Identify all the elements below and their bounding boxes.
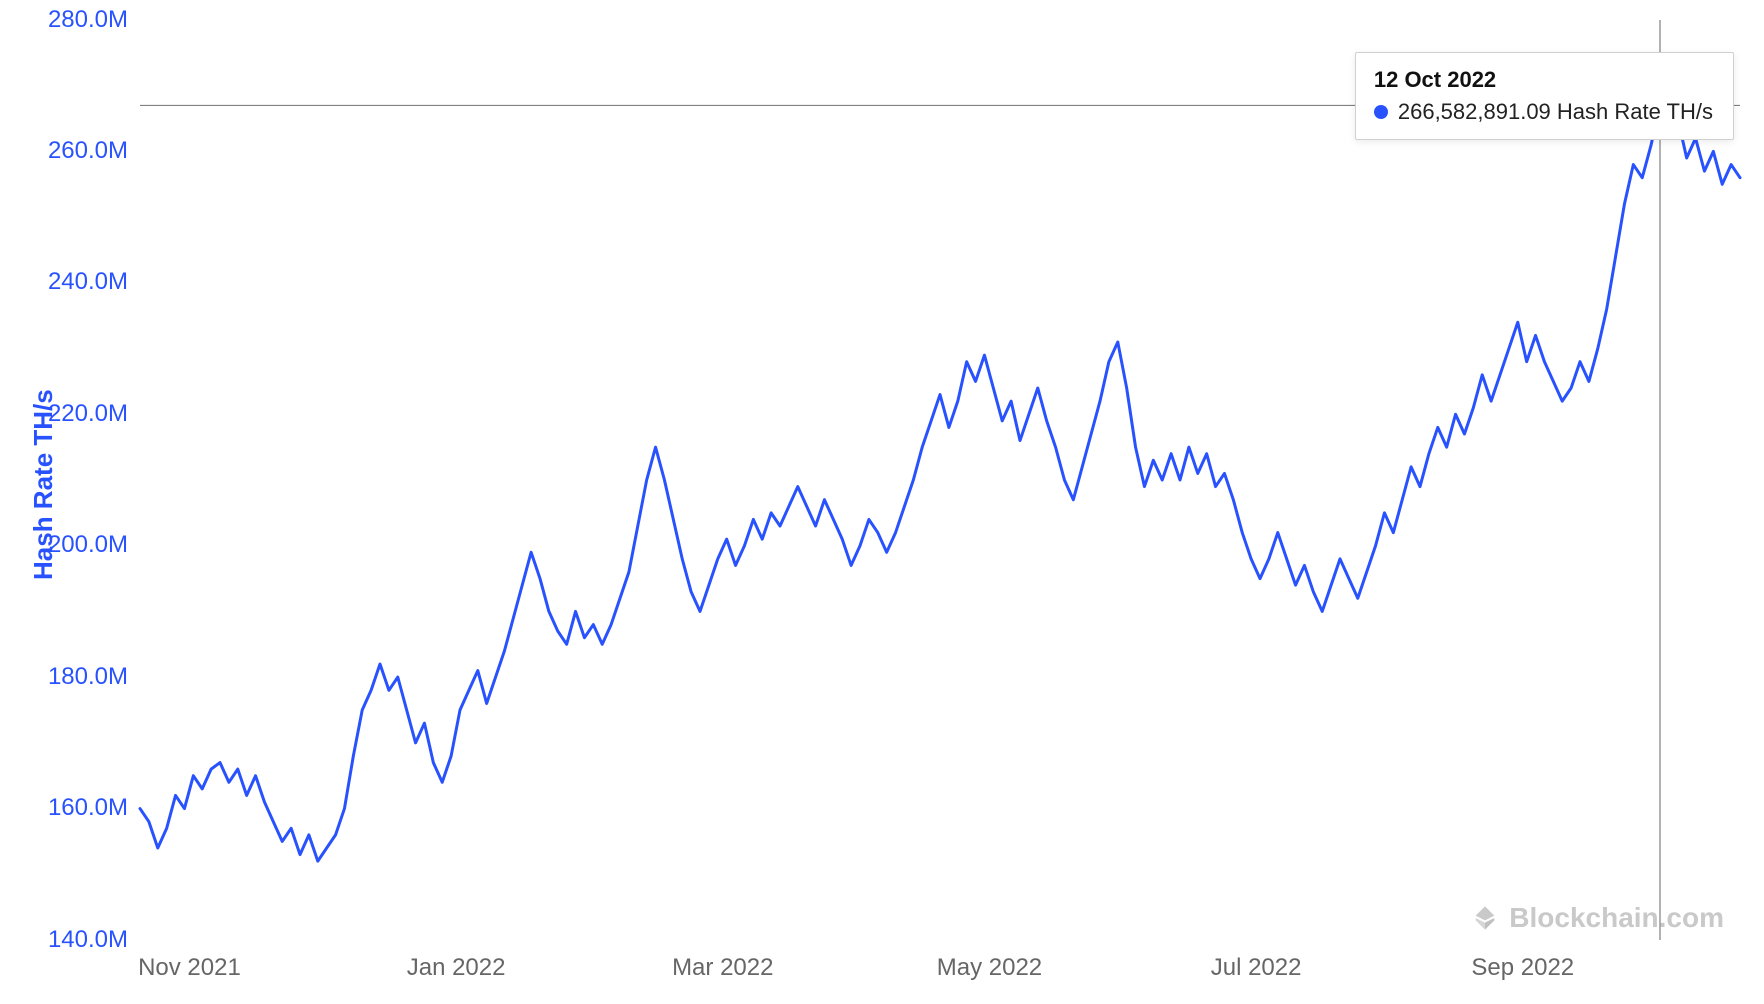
x-tick-label: Mar 2022 xyxy=(658,954,788,982)
x-tick-label: Nov 2021 xyxy=(124,954,254,982)
watermark: Blockchain.com xyxy=(1471,902,1724,934)
x-tick-label: Jul 2022 xyxy=(1191,954,1321,982)
tooltip-value: 266,582,891.09 Hash Rate TH/s xyxy=(1398,99,1713,125)
hashrate-chart[interactable]: Hash Rate TH/s 12 Oct 2022 266,582,891.0… xyxy=(0,0,1764,1004)
tooltip-date: 12 Oct 2022 xyxy=(1374,67,1713,93)
tooltip-marker-icon xyxy=(1374,105,1388,119)
x-tick-label: May 2022 xyxy=(924,954,1054,982)
y-tick-label: 220.0M xyxy=(18,400,128,428)
y-tick-label: 140.0M xyxy=(18,926,128,954)
y-tick-label: 240.0M xyxy=(18,268,128,296)
y-tick-label: 200.0M xyxy=(18,531,128,559)
chart-tooltip: 12 Oct 2022 266,582,891.09 Hash Rate TH/… xyxy=(1355,52,1734,140)
watermark-logo-icon xyxy=(1471,904,1499,932)
y-tick-label: 160.0M xyxy=(18,794,128,822)
x-tick-label: Jan 2022 xyxy=(391,954,521,982)
x-tick-label: Sep 2022 xyxy=(1458,954,1588,982)
y-tick-label: 280.0M xyxy=(18,6,128,34)
chart-svg xyxy=(0,0,1764,1004)
y-tick-label: 180.0M xyxy=(18,663,128,691)
watermark-text: Blockchain.com xyxy=(1509,902,1724,934)
y-tick-label: 260.0M xyxy=(18,137,128,165)
